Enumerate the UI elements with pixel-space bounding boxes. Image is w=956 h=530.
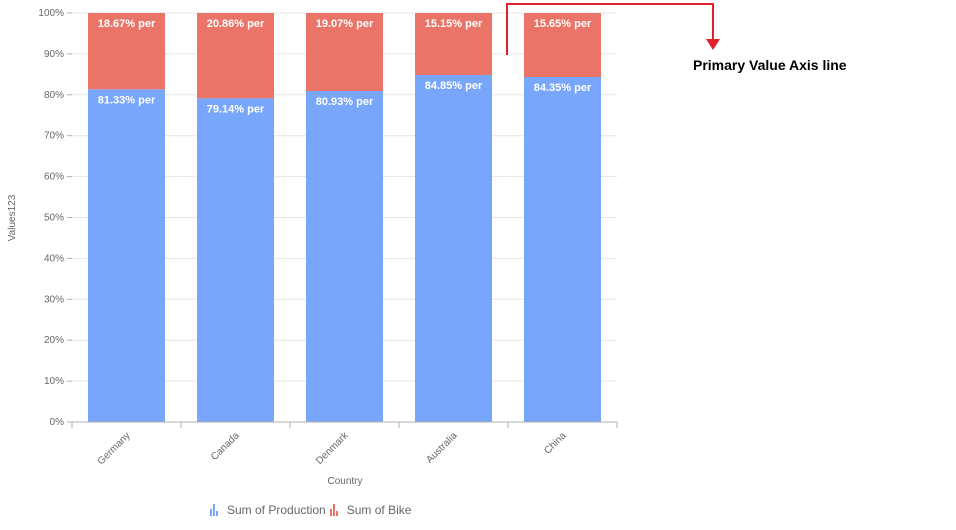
data-labels: 81.33% per 18.67% per 79.14% per 20.86% per… xyxy=(98,18,592,115)
bar-production xyxy=(415,74,492,422)
data-label: 20.86% per xyxy=(207,18,265,30)
bar-bike xyxy=(197,13,274,99)
data-label: 80.93% per xyxy=(316,96,374,108)
bars xyxy=(88,13,601,423)
data-label: 15.15% per xyxy=(425,18,483,30)
legend-label-production: Sum of Production xyxy=(227,503,326,517)
y-tick-label: 60% xyxy=(44,172,64,183)
bar-bike xyxy=(88,13,165,90)
y-tick-label: 70% xyxy=(44,131,64,142)
data-label: 19.07% per xyxy=(316,18,374,30)
annotation-label: Primary Value Axis line xyxy=(693,57,847,73)
x-axis-title: Country xyxy=(327,476,362,487)
y-tick-label: 10% xyxy=(44,376,64,387)
legend-label-bike: Sum of Bike xyxy=(346,503,412,517)
x-tick-label: Canada xyxy=(209,430,242,463)
annotation-arrow-head xyxy=(706,39,720,50)
y-tick-label: 0% xyxy=(50,417,65,428)
data-label: 84.35% per xyxy=(534,82,592,94)
bar-production xyxy=(524,77,601,423)
data-label: 15.65% per xyxy=(534,18,592,30)
bar-production xyxy=(88,89,165,423)
legend-item-production[interactable]: Sum of Production xyxy=(210,503,326,517)
y-tick-label: 50% xyxy=(44,213,64,224)
y-tick-label: 100% xyxy=(38,8,64,19)
y-tick-label: 20% xyxy=(44,335,64,346)
legend: Sum of Production Sum of Bike xyxy=(210,503,415,517)
data-label: 81.33% per xyxy=(98,94,156,106)
data-label: 18.67% per xyxy=(98,18,156,30)
x-tick-label: Denmark xyxy=(314,430,351,467)
x-tick-label: China xyxy=(542,430,569,457)
bar-production xyxy=(197,98,274,423)
bar-bike xyxy=(306,13,383,91)
annotation: Primary Value Axis line xyxy=(506,3,847,73)
data-label: 79.14% per xyxy=(207,103,265,115)
data-label: 84.85% per xyxy=(425,80,483,92)
y-axis-title: Values123 xyxy=(7,194,18,241)
bar-chart-icon xyxy=(210,504,219,516)
y-tick-label: 30% xyxy=(44,294,64,305)
bar-chart-icon xyxy=(329,504,339,516)
y-tick-label: 90% xyxy=(44,49,64,60)
y-tick-label: 80% xyxy=(44,90,64,101)
y-tick-label: 40% xyxy=(44,253,64,264)
bar-production xyxy=(306,90,383,422)
bar-bike xyxy=(524,13,601,78)
annotation-arrow-line xyxy=(506,3,714,55)
bar-bike xyxy=(415,13,492,75)
x-tick-label: Germany xyxy=(96,430,133,467)
legend-item-bike[interactable]: Sum of Bike xyxy=(329,503,412,517)
x-tick-label: Australia xyxy=(424,430,460,466)
